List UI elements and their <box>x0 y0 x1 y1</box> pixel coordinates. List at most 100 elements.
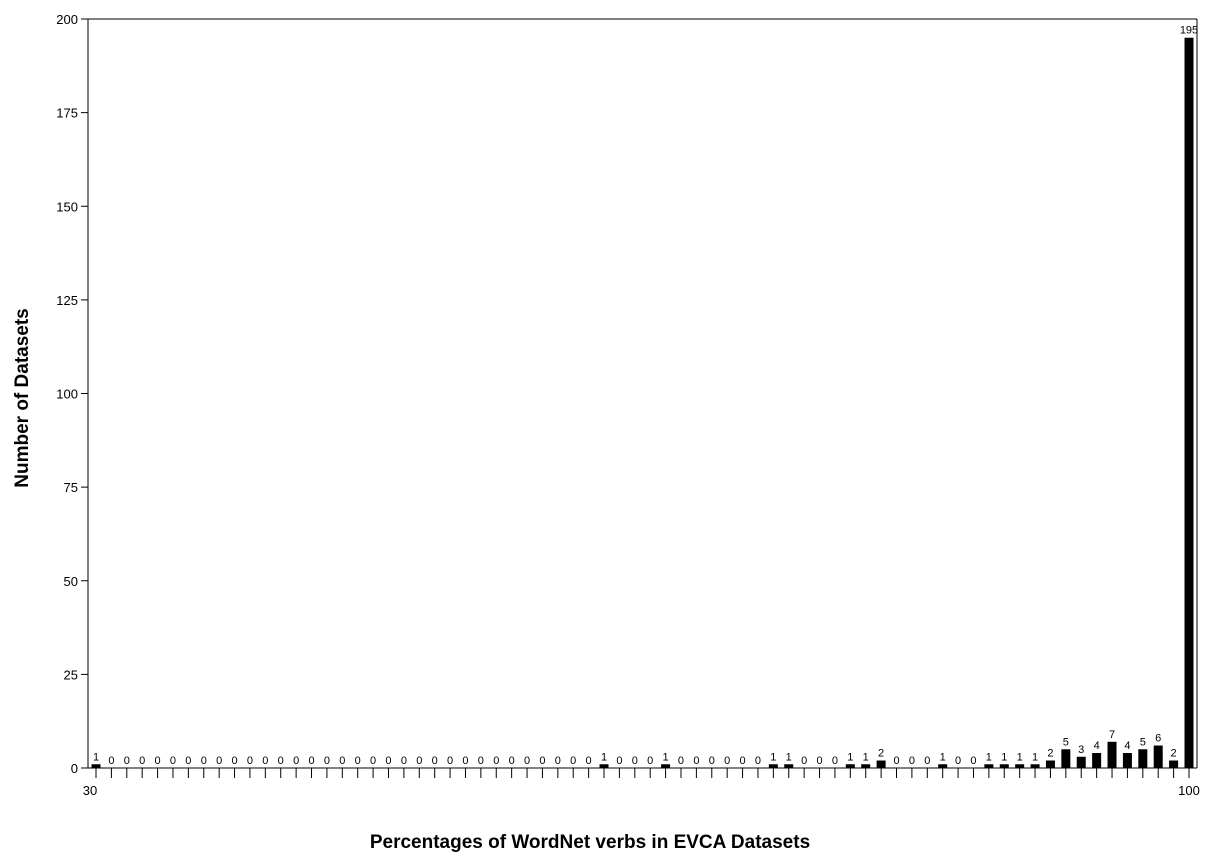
data-label: 0 <box>216 755 222 767</box>
data-label: 0 <box>278 755 284 767</box>
y-tick-label: 150 <box>56 199 78 214</box>
bar <box>661 764 670 768</box>
data-label: 0 <box>632 755 638 767</box>
bar <box>984 764 993 768</box>
data-label: 0 <box>616 755 622 767</box>
data-label: 0 <box>893 755 899 767</box>
data-label: 0 <box>447 755 453 767</box>
data-label: 0 <box>370 755 376 767</box>
bar <box>1138 749 1147 768</box>
bar <box>1061 749 1070 768</box>
data-label: 0 <box>740 755 746 767</box>
bar <box>1154 746 1163 768</box>
bar <box>769 764 778 768</box>
bar <box>1077 757 1086 768</box>
data-label: 0 <box>139 755 145 767</box>
data-label: 1 <box>1001 751 1007 763</box>
data-label: 4 <box>1124 740 1130 752</box>
bar <box>877 761 886 768</box>
bar <box>1108 742 1117 768</box>
data-label: 3 <box>1078 744 1084 756</box>
data-label: 2 <box>1171 748 1177 760</box>
bar <box>938 764 947 768</box>
bar <box>784 764 793 768</box>
x-axis: 30 100 <box>83 768 1200 798</box>
bar <box>861 764 870 768</box>
data-label: 0 <box>339 755 345 767</box>
bar <box>1015 764 1024 768</box>
data-label: 5 <box>1063 736 1069 748</box>
data-label: 1 <box>940 751 946 763</box>
data-label: 0 <box>493 755 499 767</box>
data-label: 1 <box>663 751 669 763</box>
y-tick-label: 175 <box>56 106 78 121</box>
y-axis-title: Number of Datasets <box>12 308 33 488</box>
data-label: 2 <box>878 748 884 760</box>
x-axis-title: Percentages of WordNet verbs in EVCA Dat… <box>370 832 810 853</box>
data-label: 0 <box>231 755 237 767</box>
data-label: 0 <box>308 755 314 767</box>
data-label: 1 <box>986 751 992 763</box>
x-tick-label-start: 30 <box>83 783 97 798</box>
x-tick-label-end: 100 <box>1178 783 1200 798</box>
data-label: 0 <box>416 755 422 767</box>
data-label: 0 <box>586 755 592 767</box>
data-label: 1 <box>863 751 869 763</box>
data-label: 0 <box>709 755 715 767</box>
y-tick-label: 50 <box>64 574 78 589</box>
bar <box>1169 761 1178 768</box>
data-label: 1 <box>1017 751 1023 763</box>
y-tick-label: 200 <box>56 12 78 27</box>
data-label: 195 <box>1180 25 1198 37</box>
data-label: 4 <box>1094 740 1100 752</box>
bar <box>846 764 855 768</box>
data-label: 0 <box>108 755 114 767</box>
data-label: 0 <box>247 755 253 767</box>
data-label: 0 <box>755 755 761 767</box>
data-label: 7 <box>1109 729 1115 741</box>
data-label: 0 <box>570 755 576 767</box>
data-label: 0 <box>509 755 515 767</box>
bar <box>1123 753 1132 768</box>
data-label: 0 <box>539 755 545 767</box>
data-label: 5 <box>1140 736 1146 748</box>
data-label: 6 <box>1155 733 1161 745</box>
data-label: 0 <box>478 755 484 767</box>
data-label: 0 <box>724 755 730 767</box>
data-label: 0 <box>462 755 468 767</box>
data-label: 1 <box>93 751 99 763</box>
y-tick-label: 75 <box>64 480 78 495</box>
data-label: 0 <box>432 755 438 767</box>
y-tick-label: 0 <box>71 761 78 776</box>
bars <box>92 38 1194 768</box>
data-label: 0 <box>970 755 976 767</box>
data-label: 0 <box>155 755 161 767</box>
y-tick-label: 25 <box>64 667 78 682</box>
bar <box>1046 761 1055 768</box>
data-label: 1 <box>770 751 776 763</box>
y-tick-label: 125 <box>56 293 78 308</box>
data-label: 0 <box>385 755 391 767</box>
data-label: 0 <box>647 755 653 767</box>
data-label: 0 <box>124 755 130 767</box>
bar <box>1092 753 1101 768</box>
bar <box>1000 764 1009 768</box>
data-label: 1 <box>1032 751 1038 763</box>
data-label: 0 <box>801 755 807 767</box>
data-label: 0 <box>262 755 268 767</box>
data-label: 0 <box>401 755 407 767</box>
data-label: 2 <box>1047 748 1053 760</box>
data-label: 1 <box>601 751 607 763</box>
data-label: 0 <box>293 755 299 767</box>
data-label: 0 <box>355 755 361 767</box>
data-label: 0 <box>816 755 822 767</box>
data-label: 0 <box>170 755 176 767</box>
bar <box>600 764 609 768</box>
data-label: 1 <box>786 751 792 763</box>
data-label: 0 <box>555 755 561 767</box>
data-label: 0 <box>185 755 191 767</box>
data-label: 0 <box>693 755 699 767</box>
data-label: 0 <box>524 755 530 767</box>
